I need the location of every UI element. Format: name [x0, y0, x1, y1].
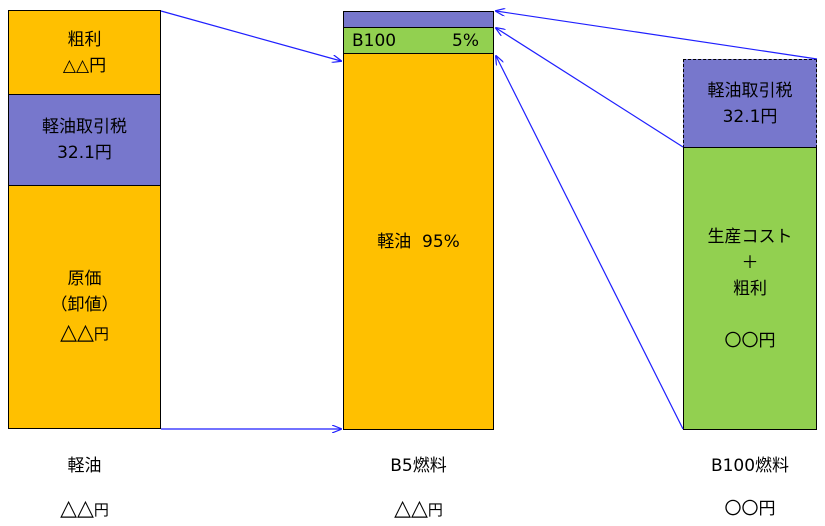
- b5-diesel-label: 軽油 95%: [377, 231, 460, 252]
- b100-tax-value: 32.1円: [722, 106, 778, 127]
- arrow-b100-mid-to-b5-b100: [496, 28, 684, 148]
- b5-b100-segment: B100 5%: [343, 27, 494, 54]
- diesel-price: △△円: [60, 496, 109, 521]
- b100-plus-sign: ＋: [741, 252, 759, 273]
- diesel-margin-value: △△円: [62, 55, 107, 76]
- b100-production-value: 〇〇円: [724, 330, 776, 351]
- diesel-column-label: 軽油: [67, 456, 102, 476]
- arrow-b100-top-to-b5-tax: [496, 11, 818, 60]
- diesel-margin-label: 粗利: [67, 29, 102, 50]
- diesel-cost-value: △△円: [60, 319, 109, 345]
- diesel-cost-sublabel: （卸値）: [50, 294, 119, 315]
- b5-diesel-segment: 軽油 95%: [343, 53, 494, 430]
- diesel-cost-label: 原価: [67, 268, 102, 289]
- b100-tax-segment: 軽油取引税 32.1円: [683, 59, 817, 148]
- diesel-tax-label: 軽油取引税: [42, 117, 127, 137]
- b100-production-segment: 生産コスト ＋ 粗利 〇〇円: [683, 147, 817, 430]
- b5-column-label: B5燃料: [390, 456, 447, 476]
- b5-b100-name: B100: [352, 30, 397, 51]
- b100-price: 〇〇円: [724, 499, 776, 519]
- b5-b100-percent: 5%: [452, 30, 479, 51]
- diesel-margin-segment: 粗利 △△円: [8, 10, 161, 95]
- b5-price: △△円: [394, 496, 443, 521]
- arrow-diesel-top-to-b5: [160, 10, 341, 61]
- b100-tax-label: 軽油取引税: [707, 80, 793, 101]
- diesel-cost-segment: 原価 （卸値） △△円: [8, 185, 161, 429]
- b100-production-label: 生産コスト: [707, 226, 793, 247]
- b100-margin-label: 粗利: [733, 278, 767, 299]
- b100-column-label: B100燃料: [710, 456, 790, 476]
- diesel-tax-value: 32.1円: [57, 143, 112, 163]
- arrow-b100-bottom-to-b5-b100: [496, 56, 684, 430]
- diesel-tax-segment: 軽油取引税 32.1円: [8, 94, 161, 186]
